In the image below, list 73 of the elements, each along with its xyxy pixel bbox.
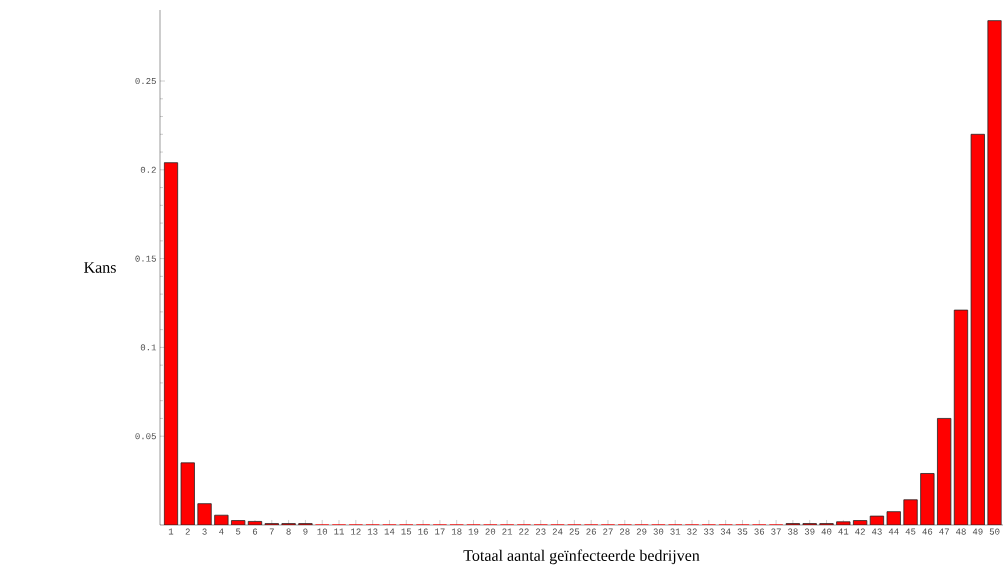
bar [214,514,229,525]
x-tick-label: 4 [219,528,224,535]
bar [920,473,935,525]
x-tick-label: 34 [720,528,731,535]
bar [163,162,179,525]
x-tick-label: 44 [888,528,899,535]
x-tick-label: 41 [838,528,849,535]
x-tick-label: 21 [502,528,513,535]
x-tick-label: 32 [687,528,697,535]
x-tick-label: 19 [468,528,479,535]
x-tick-label: 24 [552,528,563,535]
y-tick-label: 0.05 [135,433,156,440]
x-tick-label: 7 [269,528,274,535]
bar [903,499,918,525]
x-tick-label: 42 [855,528,865,535]
x-tick-label: 28 [620,528,630,535]
bar [937,418,952,525]
x-tick-label: 35 [737,528,748,535]
x-tick-label: 3 [202,528,207,535]
x-tick-label: 31 [670,528,681,535]
x-tick-label: 13 [367,528,378,535]
x-tick-label: 25 [569,528,580,535]
bar [197,503,212,525]
x-tick-label: 30 [653,528,664,535]
x-tick-label: 26 [586,528,596,535]
bar [836,521,851,525]
bar [987,20,1002,525]
x-tick-label: 48 [956,528,966,535]
x-tick-label: 6 [252,528,258,535]
bar [231,520,246,525]
x-axis-title: Totaal aantal geïnfecteerde bedrijven [463,549,700,565]
x-tick-label: 22 [519,528,529,535]
x-tick-label: 36 [754,528,765,535]
x-tick-label: 23 [535,528,546,535]
x-tick-label: 10 [317,528,328,535]
x-tick-label: 33 [704,528,714,535]
x-tick-label: 16 [418,528,428,535]
x-tick-label: 8 [286,528,291,535]
x-tick-label: 50 [989,528,1000,535]
bar [869,515,885,525]
x-tick-label: 47 [939,528,949,535]
x-tick-label: 11 [334,528,344,535]
x-tick-label: 12 [351,528,361,535]
x-tick-label: 15 [401,528,412,535]
x-tick-label: 9 [303,528,308,535]
x-tick-label: 14 [384,528,395,535]
y-tick-label: 0.15 [135,255,156,262]
x-tick-label: 18 [451,528,462,535]
x-tick-label: 29 [636,528,647,535]
x-tick-label: 40 [821,528,832,535]
y-tick-label: 0.2 [140,166,156,173]
x-tick-label: 46 [922,528,933,535]
y-axis-title: Kans [84,262,116,273]
bar [886,511,901,525]
bar [853,520,868,525]
x-tick-label: 27 [603,528,613,535]
y-tick-label: 0.25 [135,77,156,85]
bar [180,462,195,525]
x-tick-label: 20 [485,528,496,535]
x-tick-label: 39 [804,528,815,535]
x-tick-label: 5 [236,528,241,535]
y-tick-label: 0.1 [140,344,157,351]
x-tick-label: 43 [871,528,882,535]
x-tick-label: 37 [771,528,781,535]
bar [247,521,263,525]
x-tick-label: 1 [168,528,174,535]
x-tick-label: 45 [905,528,916,535]
x-tick-label: 17 [435,528,445,535]
x-tick-label: 49 [972,528,983,535]
x-tick-label: 38 [788,528,798,535]
bar [970,133,985,525]
x-tick-label: 2 [185,528,190,535]
bar [953,309,969,525]
